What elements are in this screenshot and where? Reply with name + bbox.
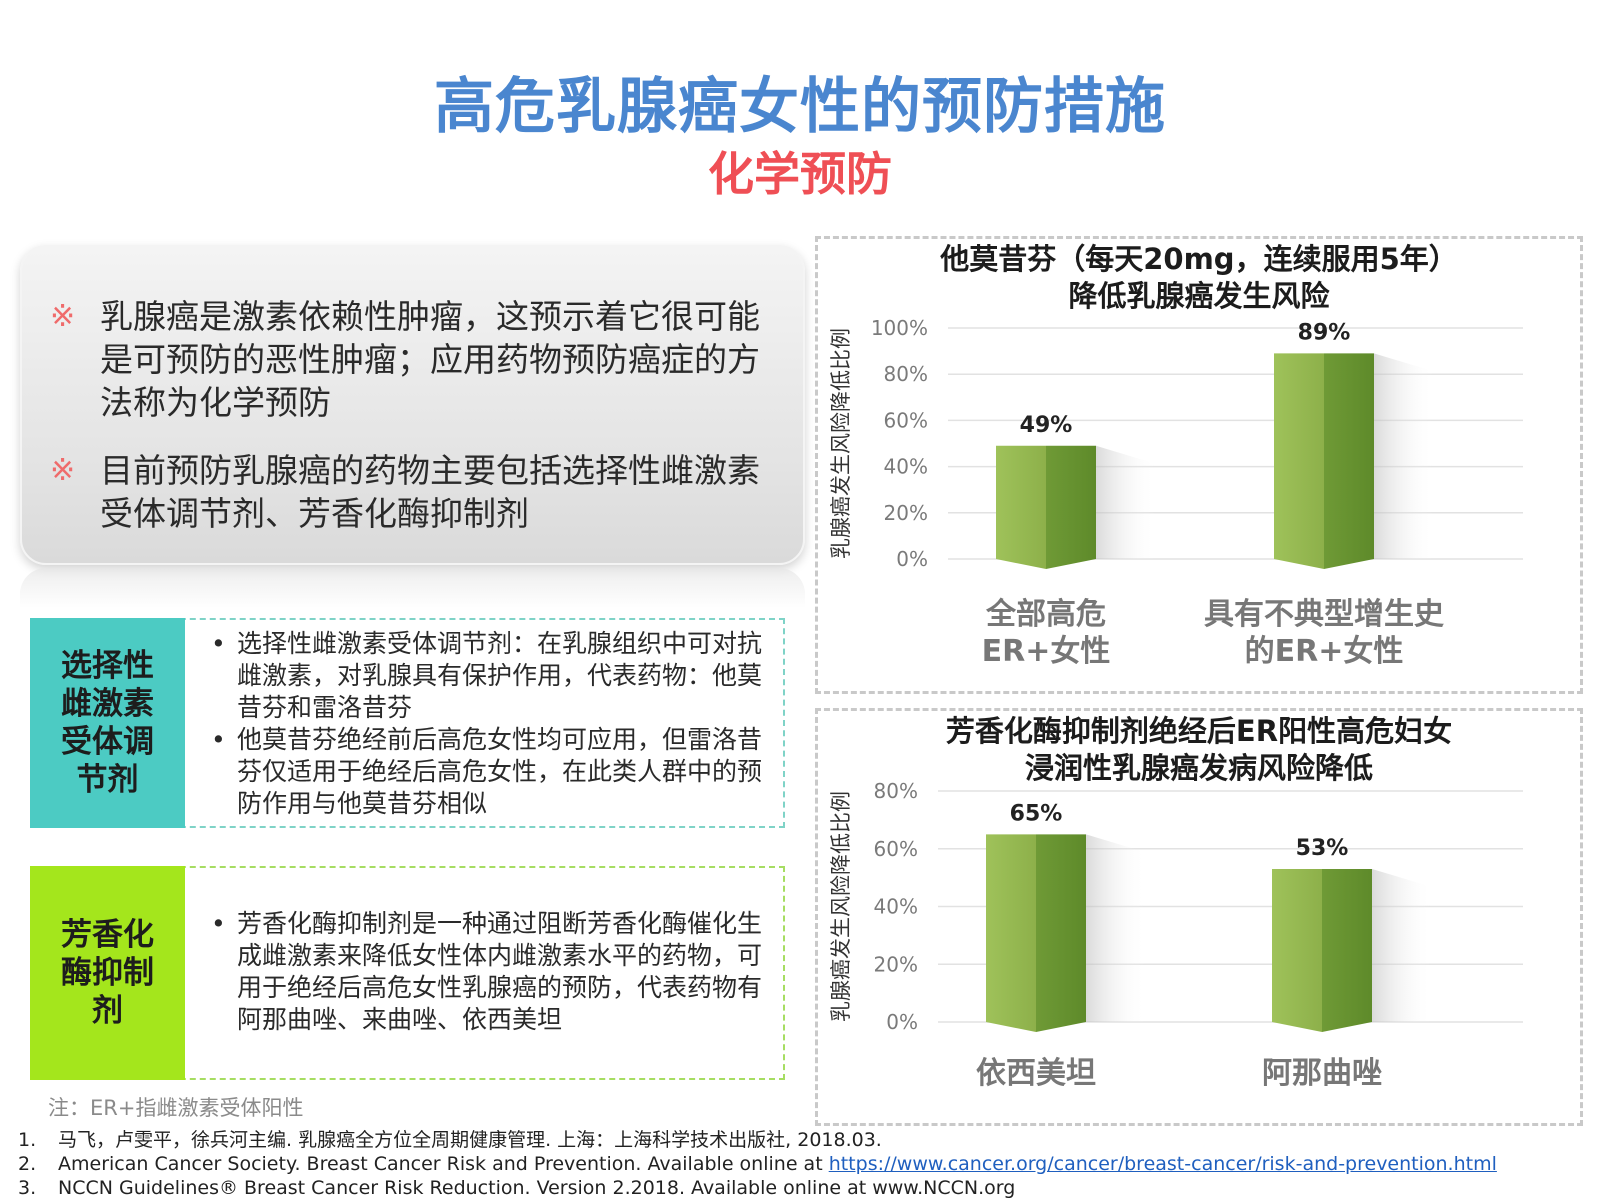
- tamoxifen-chart-panel: 他莫昔芬（每天20mg，连续服用5年） 降低乳腺癌发生风险 乳腺癌发生风险降低比…: [815, 236, 1583, 694]
- y-axis-label: 乳腺癌发生风险降低比例: [829, 328, 853, 559]
- reference-item: 1. 马飞，卢雯平，徐兵河主编. 乳腺癌全方位全周期健康管理. 上海：上海科学技…: [18, 1128, 1497, 1152]
- reference-number: 2.: [18, 1153, 37, 1175]
- chart-title-line: 降低乳腺癌发生风险: [1068, 279, 1330, 313]
- intro-bullet: ※ 乳腺癌是激素依赖性肿瘤，这预示着它很可能是可预防的恶性肿瘤；应用药物预防癌症…: [50, 295, 783, 424]
- y-tick-label: 0%: [886, 1010, 918, 1034]
- x-category-label: 依西美坦: [976, 1056, 1096, 1091]
- serm-description-list: 选择性雌激素受体调节剂：在乳腺组织中可对抗雌激素，对乳腺具有保护作用，代表药物：…: [207, 628, 773, 820]
- data-label: 65%: [1010, 801, 1063, 826]
- serm-section: 选择性雌激素受体调节剂 选择性雌激素受体调节剂：在乳腺组织中可对抗雌激素，对乳腺…: [30, 618, 785, 828]
- intro-card: ※ 乳腺癌是激素依赖性肿瘤，这预示着它很可能是可预防的恶性肿瘤；应用药物预防癌症…: [20, 245, 805, 565]
- data-label: 49%: [1020, 413, 1073, 438]
- aromatase-inhibitor-description-list: 芳香化酶抑制剂是一种通过阻断芳香化酶催化生成雌激素来降低女性体内雌激素水平的药物…: [207, 908, 773, 1036]
- reference-number: 3.: [18, 1177, 37, 1199]
- x-category-label: 阿那曲唑: [1262, 1056, 1382, 1091]
- reference-text: American Cancer Society. Breast Cancer R…: [58, 1152, 1497, 1176]
- serm-label-text: 选择性雌激素受体调节剂: [61, 648, 154, 798]
- aromatase-inhibitor-section: 芳香化酶抑制剂 芳香化酶抑制剂是一种通过阻断芳香化酶催化生成雌激素来降低女性体内…: [30, 866, 785, 1080]
- intro-bullet-text: 乳腺癌是激素依赖性肿瘤，这预示着它很可能是可预防的恶性肿瘤；应用药物预防癌症的方…: [100, 297, 760, 422]
- bar: [1322, 868, 1372, 1032]
- intro-bullet-text: 目前预防乳腺癌的药物主要包括选择性雌激素受体调节剂、芳香化酶抑制剂: [100, 451, 760, 533]
- intro-card-reflection: [20, 568, 805, 608]
- serm-label: 选择性雌激素受体调节剂: [30, 618, 185, 828]
- y-tick-label: 60%: [874, 837, 918, 861]
- chart-title-line: 芳香化酶抑制剂绝经后ER阳性高危妇女: [945, 714, 1453, 748]
- y-tick-label: 40%: [874, 895, 918, 919]
- page-subtitle: 化学预防: [708, 147, 892, 201]
- reference-text: NCCN Guidelines® Breast Cancer Risk Redu…: [58, 1177, 1016, 1199]
- aromatase-inhibitor-bar-chart: 乳腺癌发生风险降低比例 0% 20% 40% 60% 80% 65% 依西美坦 53% 阿那曲唑: [829, 779, 1523, 1091]
- reference-mark-icon: ※: [50, 453, 76, 488]
- reference-mark-icon: ※: [50, 299, 76, 334]
- list-item: 选择性雌激素受体调节剂：在乳腺组织中可对抗雌激素，对乳腺具有保护作用，代表药物：…: [207, 628, 773, 724]
- bar-shadow: [1374, 353, 1434, 559]
- reference-list: 1. 马飞，卢雯平，徐兵河主编. 乳腺癌全方位全周期健康管理. 上海：上海科学技…: [18, 1128, 1497, 1200]
- chart-title: 他莫昔芬（每天20mg，连续服用5年） 降低乳腺癌发生风险: [818, 241, 1580, 315]
- bar: [1272, 868, 1322, 1032]
- aromatase-inhibitor-label-text: 芳香化酶抑制剂: [61, 917, 154, 1029]
- reference-link[interactable]: https://www.cancer.org/cancer/breast-can…: [828, 1153, 1497, 1175]
- bar: [1036, 834, 1086, 1032]
- y-tick-label: 20%: [884, 501, 928, 525]
- footnote: 注：ER+指雌激素受体阳性: [48, 1096, 304, 1120]
- y-tick-label: 0%: [896, 547, 928, 571]
- aromatase-inhibitor-chart-panel: 芳香化酶抑制剂绝经后ER阳性高危妇女 浸润性乳腺癌发病风险降低 乳腺癌发生风险降…: [815, 708, 1583, 1126]
- x-category-label: ER+女性: [982, 634, 1111, 669]
- bar: [1046, 445, 1096, 569]
- x-category-label: 的ER+女性: [1245, 634, 1404, 669]
- y-tick-label: 20%: [874, 952, 918, 976]
- data-label: 53%: [1296, 836, 1349, 861]
- x-category-label: 具有不典型增生史: [1204, 597, 1444, 632]
- bar: [996, 445, 1046, 569]
- page-title: 高危乳腺癌女性的预防措施: [434, 72, 1166, 142]
- y-tick-label: 80%: [884, 362, 928, 386]
- reference-text-prefix: American Cancer Society. Breast Cancer R…: [58, 1153, 829, 1175]
- aromatase-inhibitor-label: 芳香化酶抑制剂: [30, 866, 185, 1080]
- bar-shadow: [1086, 834, 1146, 1022]
- bar-shadow: [1096, 445, 1156, 559]
- reference-text: 马飞，卢雯平，徐兵河主编. 乳腺癌全方位全周期健康管理. 上海：上海科学技术出版…: [58, 1129, 882, 1151]
- y-tick-label: 100%: [871, 316, 928, 340]
- data-label: 89%: [1298, 320, 1351, 345]
- bar: [986, 834, 1036, 1032]
- bar: [1274, 353, 1324, 569]
- chart-title-line: 浸润性乳腺癌发病风险降低: [1024, 751, 1373, 785]
- bar-shadow: [1372, 868, 1432, 1022]
- y-axis-label: 乳腺癌发生风险降低比例: [829, 791, 853, 1022]
- list-item: 他莫昔芬绝经前后高危女性均可应用，但雷洛昔芬仅适用于绝经后高危女性，在此类人群中…: [207, 724, 773, 820]
- intro-bullet: ※ 目前预防乳腺癌的药物主要包括选择性雌激素受体调节剂、芳香化酶抑制剂: [50, 449, 783, 535]
- chart-title: 芳香化酶抑制剂绝经后ER阳性高危妇女 浸润性乳腺癌发病风险降低: [818, 713, 1580, 787]
- chart-title-line: 他莫昔芬（每天20mg，连续服用5年）: [940, 242, 1458, 276]
- x-category-label: 全部高危: [985, 597, 1106, 632]
- y-tick-label: 60%: [884, 408, 928, 432]
- tamoxifen-bar-chart: 乳腺癌发生风险降低比例 0% 20% 40% 60% 80% 100% 49% 全部高危ER+女…: [829, 316, 1523, 669]
- reference-item: 3. NCCN Guidelines® Breast Cancer Risk R…: [18, 1176, 1497, 1200]
- y-tick-label: 40%: [884, 455, 928, 479]
- y-tick-label: 80%: [874, 779, 918, 803]
- bar: [1324, 353, 1374, 569]
- reference-number: 1.: [18, 1129, 37, 1151]
- list-item: 芳香化酶抑制剂是一种通过阻断芳香化酶催化生成雌激素来降低女性体内雌激素水平的药物…: [207, 908, 773, 1036]
- reference-item: 2. American Cancer Society. Breast Cance…: [18, 1152, 1497, 1176]
